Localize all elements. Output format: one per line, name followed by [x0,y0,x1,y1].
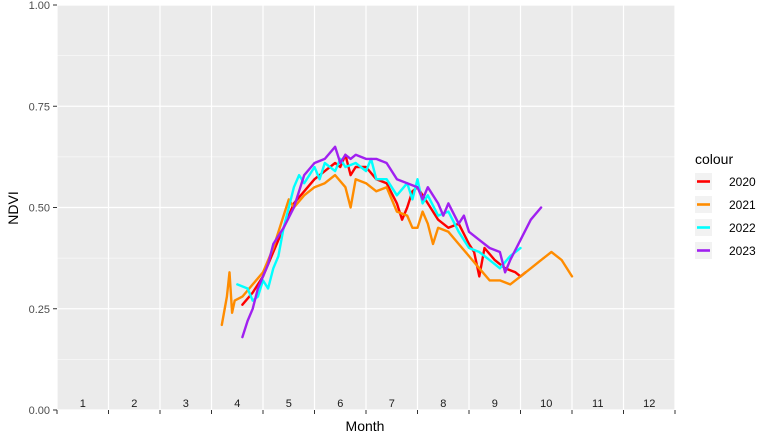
legend-label: 2020 [729,175,756,189]
legend-item-2021: 2021 [695,196,756,213]
x-axis-title: Month [346,418,385,434]
legend-item-2022: 2022 [695,219,756,236]
x-axis [56,410,676,414]
y-axis-title: NDVI [5,191,21,224]
legend-item-2023: 2023 [695,242,756,259]
legend-label: 2022 [729,221,756,235]
series-line-2021 [220,173,574,327]
series-line-2022 [236,157,522,302]
month-label: 3 [183,398,189,410]
month-labels: 1 2 3 4 5 6 7 8 9 10 11 12 [80,398,656,410]
month-label: 1 [80,398,86,410]
series-line-2023 [241,145,543,339]
legend-label: 2021 [729,198,756,212]
month-label: 5 [286,398,292,410]
month-label: 4 [234,398,240,410]
y-tick-label: 0.75 [29,101,50,113]
y-tick-label: 0.50 [29,203,50,215]
month-label: 2 [131,398,137,410]
y-tick-label: 0.25 [29,304,50,316]
month-label: 9 [492,398,498,410]
month-label: 11 [592,398,603,410]
month-label: 7 [389,398,395,410]
y-tick-label: 1.00 [29,0,50,12]
legend-title: colour [695,151,733,167]
month-label: 12 [643,398,655,410]
legend: colour 2020 2021 2022 2023 [695,151,756,259]
month-label: 10 [540,398,552,410]
month-label: 6 [337,398,343,410]
legend-item-2020: 2020 [695,173,756,190]
y-axis: 0.00 0.25 0.50 0.75 1.00 [29,0,57,417]
series-line-2020 [241,153,527,306]
month-label: 8 [440,398,446,410]
y-tick-label: 0.00 [29,405,50,417]
legend-label: 2023 [729,244,756,258]
series-lines [220,145,574,339]
